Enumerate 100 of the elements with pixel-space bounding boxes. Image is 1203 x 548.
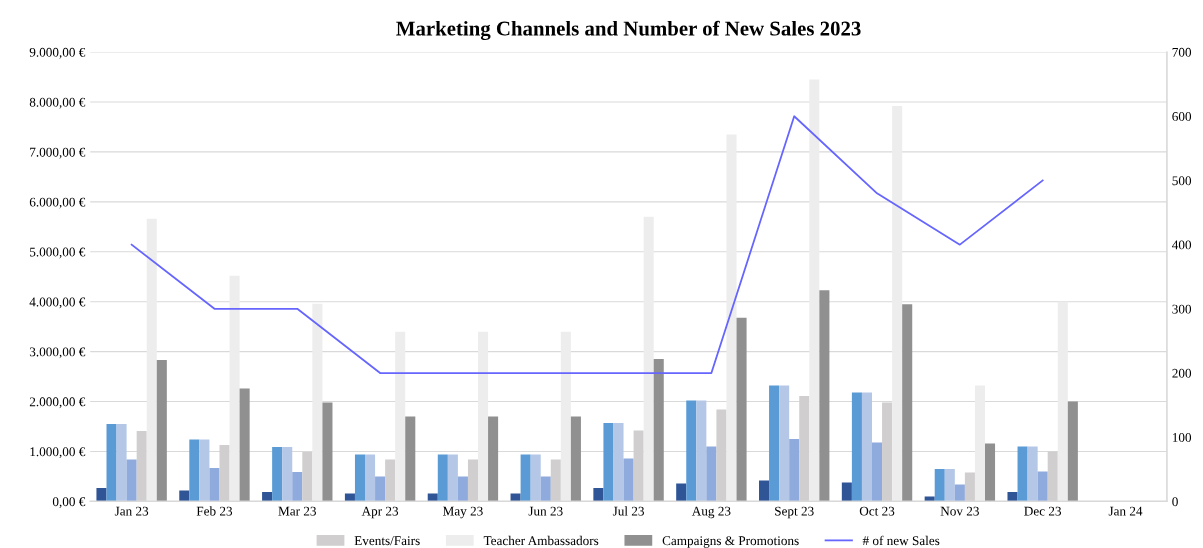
bar (405, 416, 416, 502)
bar (126, 459, 137, 502)
bar (239, 388, 250, 502)
y2-tick-label: 600 (1172, 112, 1192, 121)
bar (540, 476, 551, 502)
y2-tick-label: 500 (1172, 176, 1192, 186)
bar (354, 454, 366, 502)
bar (1037, 471, 1048, 502)
bar (974, 385, 985, 502)
bar (1007, 491, 1018, 502)
bar (861, 392, 872, 502)
bar (395, 331, 406, 502)
bar (872, 442, 883, 502)
bar (769, 385, 780, 502)
x-tick-label: Mar 23 (278, 506, 316, 516)
bar (892, 105, 903, 502)
bar (209, 467, 220, 502)
bar (1067, 401, 1078, 502)
bar (478, 331, 489, 502)
x-tick-label: Sept 23 (775, 506, 814, 519)
bar (603, 423, 614, 502)
y2-tick-label: 0 (1172, 497, 1178, 507)
bar (189, 439, 200, 502)
bar (229, 275, 240, 502)
y-tick-label: 6.000,00 € (29, 197, 86, 209)
bar (1027, 446, 1038, 502)
bar (116, 424, 127, 502)
y-tick-label: 9.000,00 € (29, 47, 86, 59)
bar (312, 303, 323, 502)
y-tick-label: 2.000,00 € (29, 397, 86, 409)
x-tick-label: Apr 23 (361, 506, 399, 519)
bar (593, 487, 604, 502)
bar (613, 423, 624, 502)
bar (1057, 301, 1068, 502)
x-tick-label: Aug 23 (691, 506, 731, 519)
x-tick-label: May 23 (442, 506, 483, 519)
bar (686, 400, 697, 502)
y-tick-label: 5.000,00 € (30, 247, 86, 259)
bar (106, 424, 117, 502)
bar (146, 218, 157, 502)
bar (272, 447, 283, 502)
y-tick-label: 4.000,00 € (29, 297, 86, 309)
bar (902, 304, 913, 502)
bar (427, 493, 438, 502)
chart-title: Marketing Channels and Number of New Sales 2023 (396, 20, 861, 40)
bar (706, 446, 717, 502)
bar (1017, 446, 1028, 502)
bar (96, 487, 107, 502)
bar (623, 458, 634, 502)
y2-tick-label: 700 (1172, 47, 1192, 57)
x-tick-label: Jun 23 (528, 506, 563, 516)
bar (985, 443, 996, 502)
bar (924, 496, 935, 502)
bar (954, 484, 965, 502)
x-tick-label: Dec 23 (1024, 506, 1062, 516)
bar (520, 454, 531, 502)
bar (282, 447, 293, 502)
y2-tick-label: 100 (1172, 433, 1192, 442)
bar (779, 385, 790, 502)
y-tick-label: 3.000,00 € (29, 347, 86, 359)
bar (759, 480, 770, 502)
bar (156, 360, 167, 502)
bar (726, 134, 737, 502)
legend-label: # of new Sales (862, 535, 940, 546)
x-tick-label: Feb 23 (196, 506, 233, 516)
y2-tick-label: 200 (1172, 368, 1192, 378)
bar (851, 392, 862, 502)
bar (262, 491, 273, 502)
bar (375, 476, 386, 502)
y2-tick-label: 300 (1172, 304, 1192, 314)
bar (570, 416, 581, 502)
bar (447, 454, 458, 502)
legend-label: Campaigns & Promotions (662, 536, 799, 548)
bar (809, 79, 820, 502)
bar (365, 454, 376, 502)
x-tick-label: Jul 23 (612, 506, 644, 516)
bar (510, 493, 521, 502)
bar (676, 483, 687, 502)
bar (292, 471, 303, 502)
bar (736, 317, 747, 502)
bar (322, 402, 333, 502)
line-series (130, 115, 1044, 374)
x-tick-label: Jan 23 (114, 506, 149, 516)
bar (179, 490, 190, 502)
bar (643, 216, 654, 502)
bar (488, 416, 499, 502)
bar (841, 482, 852, 502)
y-tick-label: 0,00 € (52, 497, 86, 509)
bar (789, 439, 800, 502)
x-tick-label: Jan 24 (1108, 506, 1143, 516)
bar (437, 454, 448, 502)
bar (457, 476, 468, 502)
bar (819, 290, 830, 502)
y-tick-label: 1.000,00 € (30, 447, 86, 459)
y-tick-label: 8.000,00 € (29, 97, 86, 109)
bar (344, 493, 355, 502)
x-tick-label: Nov 23 (940, 506, 979, 516)
bar (696, 400, 707, 502)
x-tick-label: Oct 23 (859, 506, 895, 516)
bar (199, 439, 210, 502)
